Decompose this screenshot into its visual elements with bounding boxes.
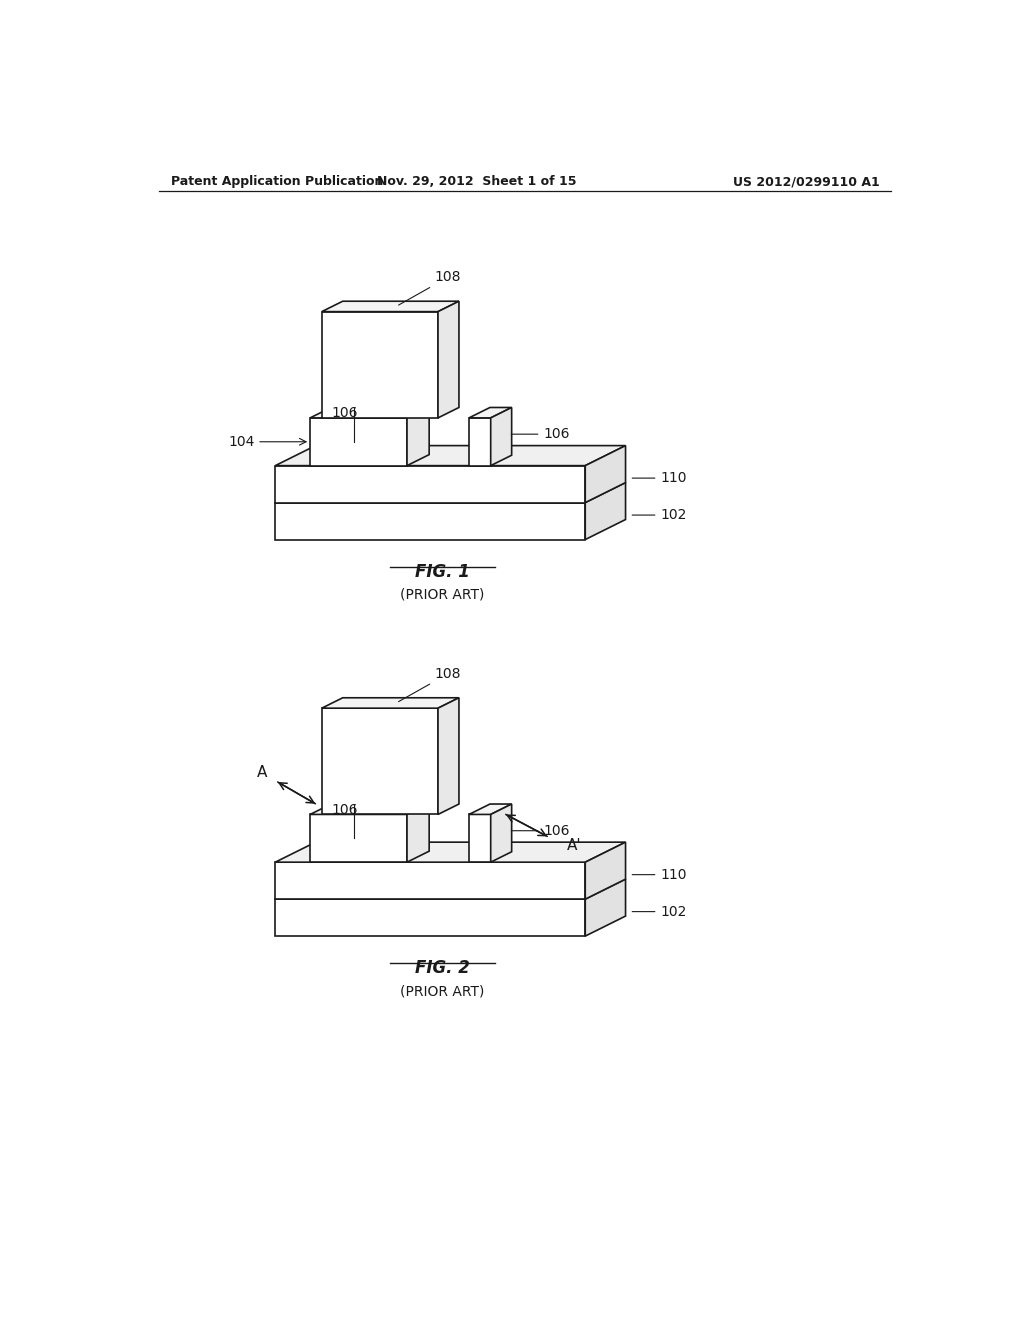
Text: FIG. 2: FIG. 2 [415,960,470,977]
Text: 104: 104 [228,434,306,449]
Text: 108: 108 [398,271,462,305]
Polygon shape [322,708,438,814]
Text: 110: 110 [632,867,687,882]
Text: US 2012/0299110 A1: US 2012/0299110 A1 [733,176,880,189]
Polygon shape [586,446,626,503]
Polygon shape [469,814,490,862]
Polygon shape [407,407,429,466]
Polygon shape [275,483,626,503]
Polygon shape [275,446,626,466]
Text: Nov. 29, 2012  Sheet 1 of 15: Nov. 29, 2012 Sheet 1 of 15 [377,176,577,189]
Text: 106: 106 [511,428,570,441]
Text: (PRIOR ART): (PRIOR ART) [400,587,484,602]
Polygon shape [275,899,586,936]
Text: 106: 106 [331,803,357,817]
Polygon shape [322,698,459,708]
Polygon shape [586,842,626,899]
Polygon shape [490,408,512,466]
Polygon shape [469,408,512,418]
Polygon shape [275,503,586,540]
Text: 106: 106 [511,824,570,838]
Polygon shape [490,804,512,862]
Polygon shape [469,418,490,466]
Text: 108: 108 [398,667,462,702]
Polygon shape [310,814,407,862]
Text: 106: 106 [331,407,357,420]
Polygon shape [586,879,626,936]
Polygon shape [586,483,626,540]
Polygon shape [275,466,586,503]
Polygon shape [322,312,438,418]
Polygon shape [322,301,459,312]
Polygon shape [310,804,429,814]
Text: 102: 102 [632,508,687,523]
Text: (PRIOR ART): (PRIOR ART) [400,985,484,998]
Polygon shape [438,698,459,814]
Polygon shape [310,407,429,418]
Polygon shape [275,862,586,899]
Text: A: A [257,764,267,780]
Text: FIG. 1: FIG. 1 [415,562,470,581]
Text: 102: 102 [632,904,687,919]
Polygon shape [275,879,626,899]
Text: 110: 110 [632,471,687,486]
Polygon shape [407,804,429,862]
Text: Patent Application Publication: Patent Application Publication [171,176,383,189]
Polygon shape [310,418,407,466]
Text: A': A' [567,838,582,853]
Polygon shape [438,301,459,418]
Polygon shape [275,842,626,862]
Polygon shape [469,804,512,814]
